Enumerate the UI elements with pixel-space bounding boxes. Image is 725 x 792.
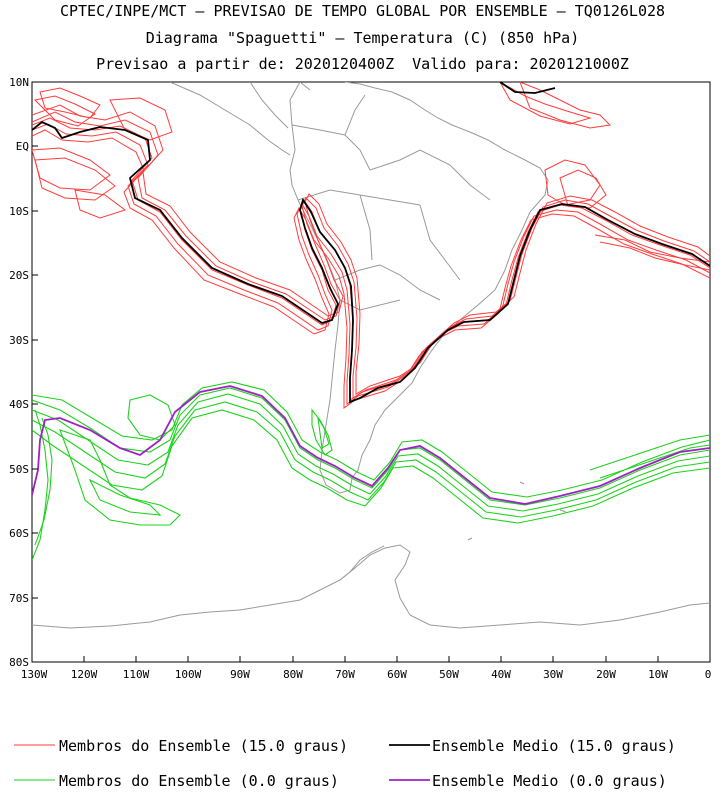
lon-ticks (31, 656, 711, 662)
mean-15-contour-north (499, 82, 556, 94)
lon-label: 60W (387, 668, 407, 681)
lon-label: 120W (71, 668, 98, 681)
members-0-contours (32, 381, 710, 561)
central-america-coast (169, 82, 311, 156)
lon-label: 0 (705, 668, 712, 681)
legend-label-mean-0: Ensemble Medio (0.0 graus) (432, 772, 667, 790)
lon-label: 90W (230, 668, 250, 681)
lat-ticks (32, 81, 38, 663)
lon-label: 130W (21, 668, 48, 681)
legend-label-members-0: Membros do Ensemble (0.0 graus) (59, 772, 339, 790)
lat-label: 70S (9, 592, 29, 605)
lat-label: 30S (9, 334, 29, 347)
lon-label: 50W (439, 668, 459, 681)
lat-label: 40S (9, 398, 29, 411)
lat-label: 80S (9, 656, 29, 669)
lat-label: 10N (9, 76, 29, 89)
mean-0-contour (32, 385, 710, 505)
lat-label: 20S (9, 269, 29, 282)
title-line-1: CPTEC/INPE/MCT — PREVISAO DE TEMPO GLOBA… (59, 2, 666, 20)
south-america-coast (289, 82, 549, 494)
lat-label: 60S (9, 527, 29, 540)
antarctica-coast (32, 544, 710, 629)
lon-label: 20W (596, 668, 616, 681)
members-15-contours (32, 82, 710, 409)
lon-label: 80W (283, 668, 303, 681)
south-georgia-island (467, 481, 567, 541)
legend: Membros do Ensemble (15.0 graus) Ensembl… (14, 737, 676, 790)
lat-label: EQ (16, 140, 29, 153)
title-line-2: Diagrama "Spaguetti" — Temperatura (C) (… (145, 29, 580, 47)
lon-label: 10W (648, 668, 668, 681)
lon-label: 110W (123, 668, 150, 681)
legend-label-members-15: Membros do Ensemble (15.0 graus) (59, 737, 348, 755)
lat-label: 10S (9, 205, 29, 218)
country-borders (291, 94, 491, 311)
legend-label-mean-15: Ensemble Medio (15.0 graus) (432, 737, 676, 755)
lon-label: 40W (491, 668, 511, 681)
title-line-3: Previsao a partir de: 2020120400Z Valido… (96, 55, 629, 73)
mean-15-contour (32, 120, 710, 404)
coastline-layer (32, 82, 710, 629)
map-frame (31, 81, 711, 663)
antarctic-peninsula (339, 545, 385, 581)
lat-labels: 10N EQ 10S 20S 30S 40S 50S 60S 70S 80S (9, 76, 29, 669)
lon-label: 100W (175, 668, 202, 681)
lon-label: 70W (335, 668, 355, 681)
lon-label: 30W (543, 668, 563, 681)
lat-label: 50S (9, 463, 29, 476)
lon-labels: 130W 120W 110W 100W 90W 80W 70W 60W 50W … (21, 668, 712, 681)
